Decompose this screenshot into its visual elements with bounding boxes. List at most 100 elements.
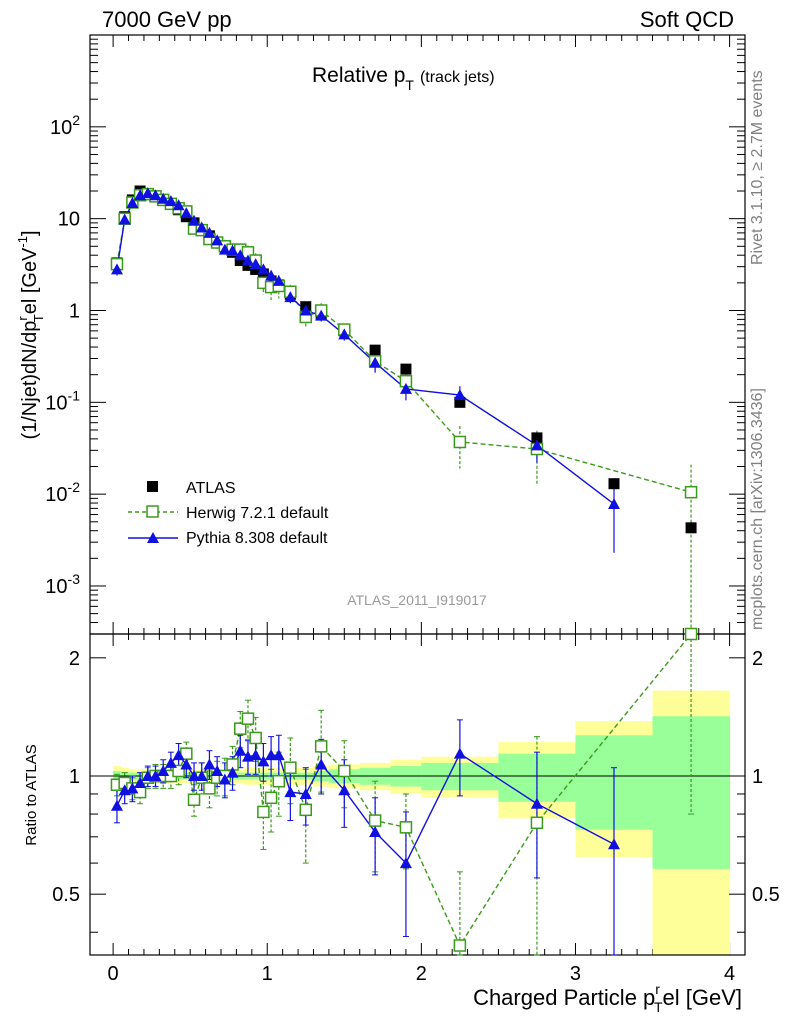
ratio-point-herwig bbox=[257, 805, 270, 819]
ratio-point-herwig bbox=[399, 821, 413, 834]
ratio-point-pythia bbox=[211, 764, 224, 776]
data-point-atlas bbox=[531, 432, 543, 444]
ratio-y-tick-label: 0.5 bbox=[52, 884, 80, 906]
svg-text:Relative pT(track jets): Relative pT (track jets) bbox=[312, 64, 495, 93]
data-point-pythia bbox=[241, 254, 254, 266]
ratio-point-herwig bbox=[264, 791, 278, 805]
legend: ATLAS Herwig 7.2.1 default Pythia 8.308 … bbox=[128, 480, 329, 547]
analysis-label: ATLAS_2011_I919017 bbox=[347, 592, 487, 608]
ratio-point-pythia bbox=[141, 770, 154, 782]
main-y-tick-label: 102 bbox=[50, 112, 80, 139]
ratio-point-pythia bbox=[284, 786, 297, 798]
ratio-point-pythia bbox=[338, 784, 351, 796]
data-point-herwig bbox=[453, 435, 467, 449]
data-point-pythia bbox=[157, 192, 170, 204]
data-point-pythia bbox=[110, 263, 123, 275]
ratio-y-tick-label: 2 bbox=[69, 648, 80, 670]
data-point-pythia bbox=[530, 439, 543, 451]
data-point-pythia bbox=[149, 189, 162, 201]
ratio-point-pythia bbox=[530, 797, 543, 809]
ratio-point-pythia bbox=[234, 744, 247, 756]
title-sub: T bbox=[405, 77, 414, 93]
main-y-tick-label: 10-3 bbox=[45, 571, 80, 598]
ratio-point-pythia bbox=[134, 776, 147, 788]
ratio-point-pythia bbox=[453, 747, 466, 759]
ratio-point-pythia bbox=[369, 826, 382, 838]
ratio-point-pythia bbox=[249, 749, 262, 761]
ratio-point-pythia bbox=[172, 749, 185, 761]
legend-marker-atlas bbox=[147, 481, 158, 492]
main-y-tick-label: 10-1 bbox=[45, 387, 80, 414]
ratio-point-herwig bbox=[530, 816, 544, 830]
ratio-point-pythia bbox=[265, 749, 278, 761]
data-point-pythia bbox=[180, 207, 193, 219]
data-point-atlas bbox=[685, 522, 697, 534]
x-tick-label: 0 bbox=[108, 963, 119, 985]
data-point-pythia bbox=[226, 244, 239, 256]
data-point-atlas bbox=[400, 363, 412, 375]
data-point-pythia bbox=[608, 498, 620, 510]
ratio-point-herwig bbox=[234, 722, 247, 735]
ratio-point-herwig bbox=[684, 627, 698, 641]
ratio-point-pythia bbox=[608, 838, 620, 850]
main-y-tick-label: 10 bbox=[58, 209, 80, 231]
legend-entry-atlas: ATLAS bbox=[147, 480, 236, 497]
data-point-pythia bbox=[195, 221, 208, 233]
legend-marker-herwig bbox=[146, 505, 159, 518]
ratio-point-pythia bbox=[272, 749, 285, 761]
data-point-herwig bbox=[684, 485, 698, 499]
data-point-pythia bbox=[338, 328, 351, 340]
data-point-pythia bbox=[141, 187, 154, 199]
data-point-pythia bbox=[315, 309, 328, 321]
ratio-point-pythia bbox=[399, 857, 412, 869]
data-point-pythia bbox=[172, 199, 185, 211]
data-point-pythia bbox=[453, 389, 466, 401]
data-point-atlas bbox=[608, 478, 620, 490]
main-plot-panel: 10-3 10-2 10-1 1 10 102 bbox=[45, 34, 746, 955]
data-point-pythia bbox=[188, 214, 201, 226]
ratio-plot-panel: 0 1 2 3 4 0.5 0.5 1 1 2 2 bbox=[52, 627, 780, 985]
svg-text:(1/Njet)dN/dprTel [GeV-1]: (1/Njet)dN/dprTel [GeV-1] bbox=[15, 230, 46, 439]
x-tick-label: 1 bbox=[262, 963, 273, 985]
data-point-pythia bbox=[234, 249, 247, 261]
ratio-point-pythia bbox=[195, 770, 208, 782]
ratio-y-tick-label-right: 2 bbox=[752, 648, 763, 670]
title-suffix: (track jets) bbox=[420, 69, 495, 86]
x-tick-label: 3 bbox=[570, 963, 581, 985]
ratio-point-herwig bbox=[368, 814, 382, 827]
data-point-pythia bbox=[203, 226, 216, 238]
legend-marker-pythia bbox=[147, 532, 159, 543]
ratio-point-pythia bbox=[188, 770, 201, 782]
ratio-point-herwig bbox=[172, 764, 185, 778]
legend-label-atlas: ATLAS bbox=[186, 480, 236, 497]
legend-entry-herwig: Herwig 7.2.1 default bbox=[128, 505, 329, 522]
data-point-pythia bbox=[284, 291, 297, 303]
main-y-axis-label: (1/Njet)dN/dprTel [GeV-1] bbox=[15, 230, 46, 439]
ratio-point-pythia bbox=[157, 764, 170, 776]
series-line-pythia bbox=[116, 192, 615, 505]
ratio-y-tick-label: 1 bbox=[69, 766, 80, 788]
ratio-point-pythia bbox=[149, 770, 162, 782]
main-y-tick-label: 1 bbox=[69, 300, 80, 322]
ratio-point-herwig bbox=[338, 764, 351, 778]
ratio-y-axis-label: Ratio to ATLAS bbox=[23, 744, 40, 845]
rivet-version-label: Rivet 3.1.10, ≥ 2.7M events bbox=[749, 70, 766, 265]
ratio-y-tick-label-right: 0.5 bbox=[752, 884, 780, 906]
ratio-point-herwig bbox=[314, 740, 328, 753]
data-point-pythia bbox=[272, 274, 285, 286]
data-point-pythia bbox=[257, 263, 270, 275]
ratio-point-herwig bbox=[187, 793, 201, 807]
data-point-pythia bbox=[265, 269, 278, 281]
ratio-point-pythia bbox=[315, 758, 328, 770]
data-point-pythia bbox=[126, 197, 139, 209]
ratio-point-herwig bbox=[203, 782, 216, 795]
header-category: Soft QCD bbox=[640, 7, 734, 32]
x-axis-label: Charged Particle pr Tel [GeV] bbox=[473, 981, 742, 1015]
series-line-herwig bbox=[116, 193, 692, 493]
ratio-point-pythia bbox=[257, 755, 270, 767]
data-point-pythia bbox=[369, 356, 382, 368]
data-point-pythia bbox=[249, 258, 262, 270]
data-point-pythia bbox=[399, 382, 412, 394]
data-point-pythia bbox=[164, 195, 177, 207]
